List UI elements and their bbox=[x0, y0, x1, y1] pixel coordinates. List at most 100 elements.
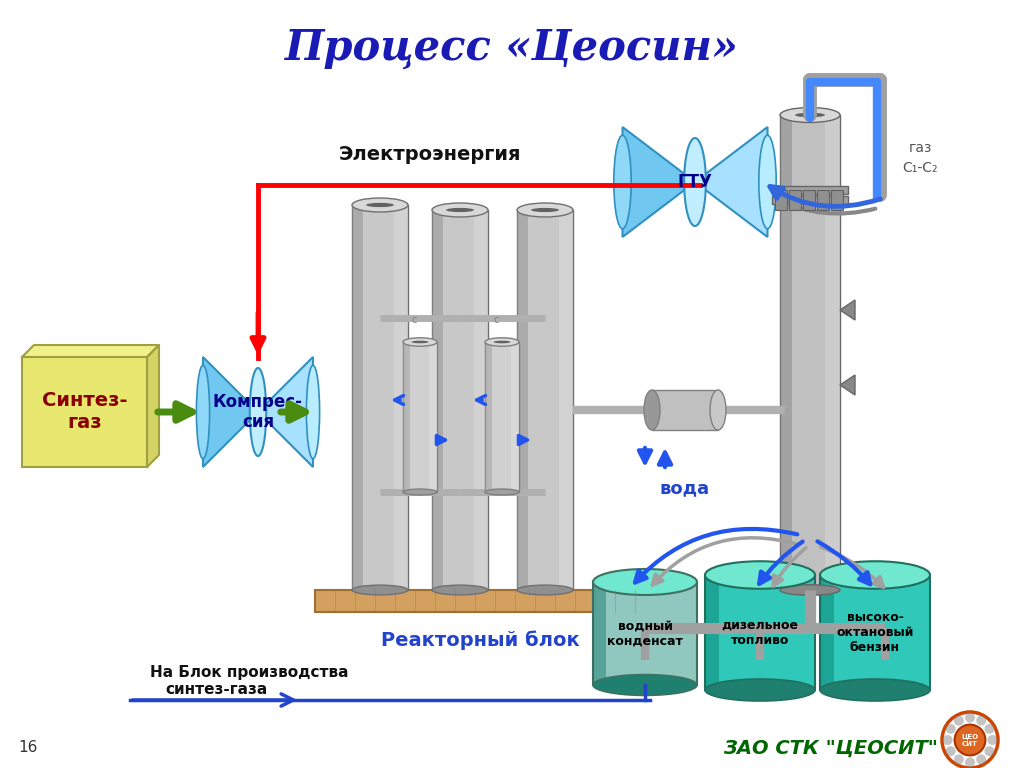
Circle shape bbox=[953, 716, 964, 726]
Polygon shape bbox=[840, 375, 855, 395]
Ellipse shape bbox=[517, 203, 573, 217]
Text: 16: 16 bbox=[18, 740, 37, 756]
Bar bbox=[831, 190, 843, 210]
Bar bbox=[474, 210, 488, 590]
Text: газ: газ bbox=[908, 141, 932, 155]
Ellipse shape bbox=[306, 366, 319, 458]
Ellipse shape bbox=[366, 203, 394, 207]
Ellipse shape bbox=[820, 561, 930, 589]
Text: ЦЕО
СИТ: ЦЕО СИТ bbox=[962, 733, 979, 746]
Ellipse shape bbox=[494, 341, 511, 343]
Ellipse shape bbox=[593, 569, 697, 595]
Text: Компрес-
сия: Компрес- сия bbox=[213, 392, 303, 432]
Ellipse shape bbox=[759, 135, 776, 229]
Bar bbox=[803, 190, 815, 210]
Bar bbox=[485, 342, 519, 492]
Text: ЗАО СТК "ЦЕОСИТ": ЗАО СТК "ЦЕОСИТ" bbox=[723, 739, 937, 757]
Ellipse shape bbox=[446, 208, 474, 212]
Text: Реакторный блок: Реакторный блок bbox=[381, 631, 580, 650]
Text: Синтез-
газ: Синтез- газ bbox=[42, 392, 127, 432]
Circle shape bbox=[984, 723, 994, 733]
Ellipse shape bbox=[780, 584, 840, 595]
Bar bbox=[403, 342, 437, 492]
Ellipse shape bbox=[197, 366, 210, 458]
Text: ГТУ: ГТУ bbox=[678, 173, 713, 191]
Bar bbox=[352, 205, 408, 590]
Bar bbox=[772, 196, 848, 204]
Ellipse shape bbox=[352, 198, 408, 212]
Text: c: c bbox=[494, 315, 500, 325]
Ellipse shape bbox=[705, 679, 815, 701]
Ellipse shape bbox=[684, 138, 706, 226]
Ellipse shape bbox=[432, 585, 488, 595]
Bar bbox=[517, 210, 528, 590]
Ellipse shape bbox=[485, 338, 519, 346]
Bar bbox=[517, 210, 573, 590]
Text: c: c bbox=[412, 315, 418, 325]
Ellipse shape bbox=[485, 489, 519, 495]
Bar bbox=[352, 205, 364, 590]
Polygon shape bbox=[258, 357, 313, 467]
Ellipse shape bbox=[517, 585, 573, 595]
Ellipse shape bbox=[613, 135, 631, 229]
Ellipse shape bbox=[432, 203, 488, 217]
Ellipse shape bbox=[780, 108, 840, 123]
Bar bbox=[432, 210, 488, 590]
Text: С₁-С₂: С₁-С₂ bbox=[902, 161, 938, 175]
Circle shape bbox=[965, 757, 975, 767]
Circle shape bbox=[943, 735, 952, 745]
Circle shape bbox=[945, 723, 955, 733]
Ellipse shape bbox=[705, 561, 815, 589]
Circle shape bbox=[965, 713, 975, 723]
Bar bbox=[790, 190, 801, 210]
Bar bbox=[593, 582, 697, 685]
Bar bbox=[705, 575, 815, 690]
Polygon shape bbox=[203, 357, 258, 467]
Ellipse shape bbox=[593, 674, 697, 695]
Ellipse shape bbox=[403, 338, 437, 346]
Polygon shape bbox=[695, 127, 768, 237]
Ellipse shape bbox=[531, 208, 559, 212]
Bar bbox=[593, 582, 606, 685]
Ellipse shape bbox=[352, 585, 408, 595]
Text: водный
конденсат: водный конденсат bbox=[607, 620, 683, 647]
Bar bbox=[825, 115, 840, 590]
Ellipse shape bbox=[710, 390, 726, 430]
Bar bbox=[432, 210, 443, 590]
Bar bbox=[780, 115, 840, 590]
Ellipse shape bbox=[644, 390, 660, 430]
Text: вода: вода bbox=[659, 479, 710, 497]
Bar bbox=[772, 186, 848, 194]
Bar bbox=[705, 575, 719, 690]
Polygon shape bbox=[840, 300, 855, 320]
Circle shape bbox=[953, 754, 964, 764]
Bar bbox=[485, 342, 492, 492]
Polygon shape bbox=[623, 127, 695, 237]
Circle shape bbox=[954, 724, 985, 756]
Bar bbox=[559, 210, 573, 590]
Circle shape bbox=[945, 746, 955, 756]
Bar bbox=[428, 342, 437, 492]
Circle shape bbox=[984, 746, 994, 756]
Bar bbox=[820, 575, 930, 690]
Bar bbox=[820, 575, 834, 690]
Polygon shape bbox=[147, 345, 159, 467]
Circle shape bbox=[976, 754, 986, 764]
Text: высоко-
октановый
бензин: высоко- октановый бензин bbox=[837, 611, 913, 654]
Bar bbox=[780, 115, 792, 590]
Ellipse shape bbox=[412, 341, 428, 343]
Bar bbox=[775, 190, 787, 210]
Bar bbox=[817, 190, 829, 210]
Polygon shape bbox=[22, 345, 159, 357]
Bar bbox=[652, 390, 718, 430]
Bar bbox=[315, 590, 650, 612]
Circle shape bbox=[987, 735, 997, 745]
Bar bbox=[394, 205, 408, 590]
Ellipse shape bbox=[795, 113, 825, 118]
Text: Процесс «Цеосин»: Процесс «Цеосин» bbox=[285, 27, 739, 69]
Text: На Блок производства: На Блок производства bbox=[150, 664, 348, 680]
Ellipse shape bbox=[250, 368, 266, 456]
Circle shape bbox=[976, 716, 986, 726]
Ellipse shape bbox=[820, 679, 930, 701]
Bar bbox=[22, 357, 147, 467]
